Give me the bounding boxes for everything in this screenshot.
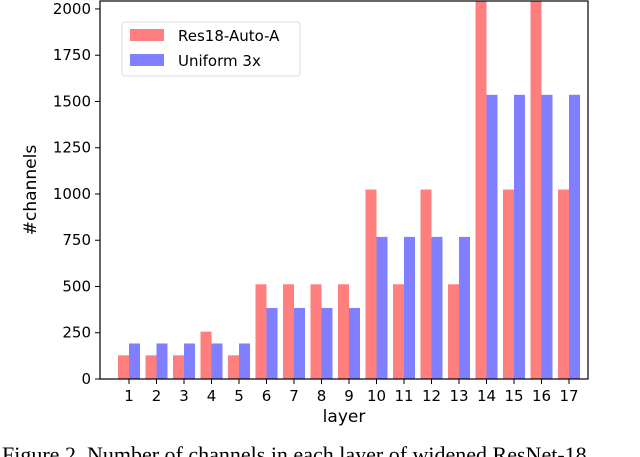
x-tick-label: 5 xyxy=(234,387,244,405)
legend-label-uniform-3x: Uniform 3x xyxy=(178,52,261,70)
bar-uniform-3x-layer-11 xyxy=(404,236,415,379)
legend-swatch-uniform-3x xyxy=(130,54,164,66)
bar-res18-auto-a-layer-9 xyxy=(338,284,349,379)
bar-uniform-3x-layer-16 xyxy=(541,94,553,380)
x-tick-label: 8 xyxy=(317,387,327,405)
y-tick-label: 500 xyxy=(62,277,91,295)
bar-res18-auto-a-layer-17 xyxy=(558,189,569,379)
x-tick-label: 13 xyxy=(449,387,468,405)
bar-res18-auto-a-layer-3 xyxy=(173,355,184,379)
bar-uniform-3x-layer-8 xyxy=(321,307,333,379)
figure-caption: Figure 2. Number of channels in each lay… xyxy=(2,442,587,457)
y-tick-label: 750 xyxy=(62,231,91,249)
x-tick-label: 10 xyxy=(367,387,386,405)
y-axis-label: #channels xyxy=(21,145,41,236)
bar-uniform-3x-layer-7 xyxy=(294,307,305,379)
y-tick-label: 1000 xyxy=(53,185,91,203)
bar-res18-auto-a-layer-6 xyxy=(255,284,267,379)
x-tick-label: 11 xyxy=(394,387,413,405)
x-tick-label: 4 xyxy=(207,387,217,405)
bar-res18-auto-a-layer-16 xyxy=(530,1,542,379)
bar-uniform-3x-layer-14 xyxy=(486,94,498,380)
bar-uniform-3x-layer-12 xyxy=(431,236,443,379)
bar-res18-auto-a-layer-15 xyxy=(503,189,514,379)
legend: Res18-Auto-A Uniform 3x xyxy=(121,21,301,77)
bar-res18-auto-a-layer-5 xyxy=(228,355,239,379)
bar-uniform-3x-layer-4 xyxy=(211,343,223,379)
bar-uniform-3x-layer-5 xyxy=(239,343,250,379)
x-tick-label: 16 xyxy=(532,387,551,405)
x-tick-label: 2 xyxy=(152,387,162,405)
x-tick-label: 15 xyxy=(504,387,523,405)
legend-box xyxy=(121,21,301,77)
bar-res18-auto-a-layer-4 xyxy=(200,331,212,379)
bar-uniform-3x-layer-10 xyxy=(376,236,388,379)
bar-res18-auto-a-layer-1 xyxy=(118,355,129,379)
y-tick-label: 1250 xyxy=(53,139,91,157)
bar-uniform-3x-layer-1 xyxy=(129,343,140,379)
bar-res18-auto-a-layer-13 xyxy=(448,284,459,379)
bar-uniform-3x-layer-3 xyxy=(184,343,195,379)
x-axis-label: layer xyxy=(323,407,366,427)
bar-uniform-3x-layer-13 xyxy=(459,236,470,379)
bar-uniform-3x-layer-15 xyxy=(514,94,525,380)
x-tick-label: 7 xyxy=(289,387,299,405)
bar-res18-auto-a-layer-10 xyxy=(365,189,377,379)
x-tick-label: 9 xyxy=(344,387,354,405)
y-tick-label: 1750 xyxy=(53,46,91,64)
y-tick-label: 0 xyxy=(81,370,91,388)
bar-uniform-3x-layer-9 xyxy=(349,307,360,379)
bar-res18-auto-a-layer-14 xyxy=(475,1,487,379)
legend-label-res18-auto-a: Res18-Auto-A xyxy=(178,27,280,45)
y-tick-label: 2000 xyxy=(53,0,91,18)
bar-uniform-3x-layer-6 xyxy=(266,307,278,379)
x-tick-label: 1 xyxy=(124,387,134,405)
x-tick-label: 6 xyxy=(262,387,272,405)
bar-uniform-3x-layer-17 xyxy=(569,94,580,380)
bar-res18-auto-a-layer-2 xyxy=(145,355,157,379)
x-tick-label: 3 xyxy=(179,387,189,405)
legend-swatch-res18-auto-a xyxy=(130,29,164,41)
x-tick-label: 17 xyxy=(559,387,578,405)
x-tick-label: 14 xyxy=(477,387,496,405)
x-tick-label: 12 xyxy=(422,387,441,405)
y-tick-label: 250 xyxy=(62,324,91,342)
bar-res18-auto-a-layer-11 xyxy=(393,284,404,379)
y-tick-label: 1500 xyxy=(53,92,91,110)
bar-res18-auto-a-layer-12 xyxy=(420,189,432,379)
bar-uniform-3x-layer-2 xyxy=(156,343,168,379)
bar-res18-auto-a-layer-8 xyxy=(310,284,322,379)
axes-frame xyxy=(99,0,589,380)
bar-res18-auto-a-layer-7 xyxy=(283,284,294,379)
